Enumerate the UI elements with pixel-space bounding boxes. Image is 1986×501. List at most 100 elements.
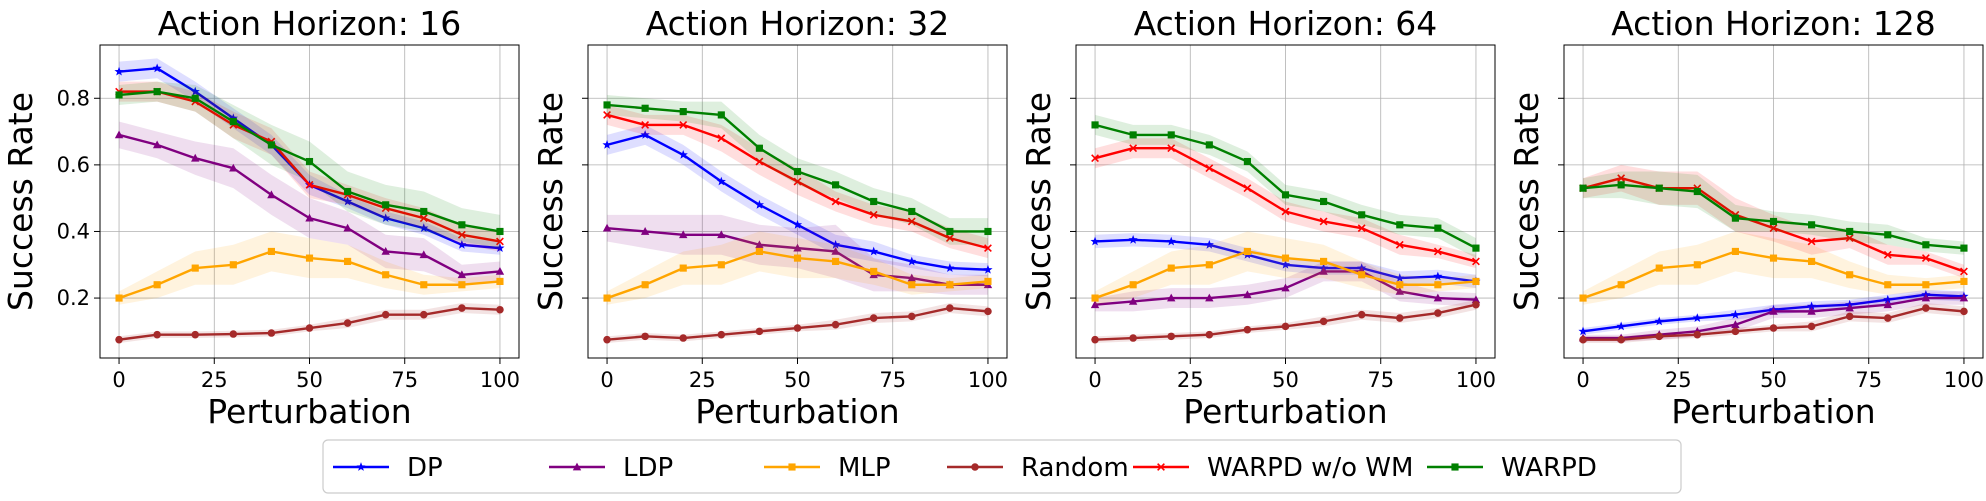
point-random [1579,335,1587,344]
point-random [1205,330,1214,339]
point-random [496,305,504,314]
plot-area [114,58,505,344]
point-random [267,329,276,337]
point-warpd-w-o-wm [1167,144,1176,153]
point-warpd-w-o-wm [984,244,992,253]
x-tick-label: 50 [784,368,811,392]
y-axis-label: Success Rate [1507,92,1546,311]
point-mlp [267,247,275,256]
point-warpd [496,227,504,236]
x-tick-label: 100 [968,368,1008,392]
point-ldp [457,270,467,279]
series-random [603,303,992,344]
series-warpd [1091,114,1480,259]
point-ldp [267,190,276,199]
point-mlp [496,277,504,285]
point-warpd-w-o-wm [496,237,504,246]
point-warpd [908,207,916,216]
point-warpd [1769,217,1778,226]
chart-title: Action Horizon: 16 [158,4,462,43]
band-mlp [119,231,500,305]
point-warpd [229,118,237,126]
point-mlp [1243,247,1251,256]
point-warpd-w-o-wm [1129,144,1138,153]
y-axis-label: Success Rate [1,92,40,311]
point-mlp [717,261,725,269]
point-warpd [1091,121,1099,129]
x-tick-label: 0 [1088,368,1101,392]
point-mlp [153,281,161,289]
point-dp [1616,321,1626,331]
point-warpd [1960,244,1968,252]
point-mlp [1434,281,1442,289]
point-dp [1692,313,1702,322]
legend-label: DP [407,453,443,483]
x-tick-label: 75 [1855,368,1882,392]
chart-panels: 0 25 50 75 100 0.2 0.4 0.6 0.8 Action Horizon: 16… [1,4,1984,431]
point-mlp [1922,281,1930,289]
point-warpd [755,144,763,152]
point-warpd [1358,211,1366,219]
point-dp [1280,259,1291,269]
point-random [1922,304,1930,312]
point-ldp [191,153,200,162]
point-warpd-w-o-wm [1472,257,1480,266]
point-warpd [1808,221,1816,229]
legend-label: LDP [623,453,673,483]
point-mlp [1693,261,1701,269]
x-tick-label: 50 [1760,368,1787,392]
point-warpd-w-o-wm [869,210,878,219]
point-ldp [1319,267,1328,275]
point-warpd [1472,244,1480,252]
point-mlp [870,267,878,275]
legend-marker [356,462,366,471]
legend-marker [572,462,582,471]
point-dp [495,243,505,253]
point-warpd-w-o-wm [305,180,314,189]
point-warpd [344,187,352,196]
legend-label: MLP [838,453,891,483]
point-dp [419,223,429,233]
point-ldp [640,227,650,235]
point-warpd [793,167,802,176]
y-tick-label: 0.2 [57,286,90,310]
series-warpd [603,94,992,245]
point-dp [1578,326,1588,336]
point-warpd-w-o-wm [1960,267,1968,276]
point-mlp [946,281,954,289]
point-random [229,330,238,338]
point-warpd [1731,214,1739,222]
point-warpd [1617,181,1625,189]
series-warpd-w-o-wm [603,104,992,259]
legend: DP LDP MLP Random WARPD w/o WM WARPD [322,439,1682,494]
point-warpd-w-o-wm [1617,174,1626,183]
point-random [869,314,878,322]
point-warpd-w-o-wm [1357,224,1366,233]
point-ldp [419,250,428,259]
point-dp [381,213,391,223]
point-warpd [420,207,428,216]
series-ldp [1090,261,1481,312]
point-ldp [1433,293,1443,302]
point-random [191,330,200,339]
y-axis-label: Success Rate [531,92,570,311]
x-tick-label: 25 [1665,368,1692,392]
x-axis-label: Perturbation [207,392,411,431]
point-warpd-w-o-wm [603,110,611,119]
band-mlp [607,231,988,305]
point-warpd [1243,157,1251,166]
plot-area [1578,164,1969,344]
legend-marker [1157,463,1165,471]
point-dp [907,256,917,266]
point-random [1395,314,1404,322]
point-dp [945,263,955,272]
x-tick-label: 100 [1456,368,1496,392]
point-random [1357,310,1366,319]
point-ldp [1731,320,1740,329]
point-ldp [114,130,124,139]
point-mlp [191,264,199,272]
point-warpd-w-o-wm [717,134,726,143]
point-mlp [984,277,992,285]
band-ldp [1583,291,1964,342]
point-warpd [603,101,611,109]
